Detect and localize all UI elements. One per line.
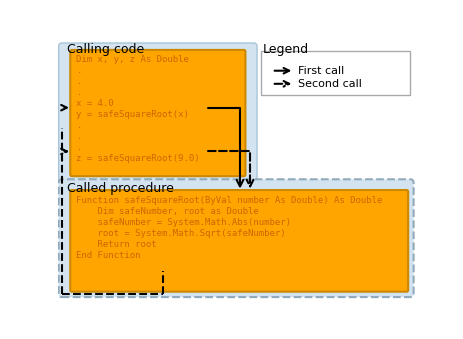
Text: root = System.Math.Sqrt(safeNumber): root = System.Math.Sqrt(safeNumber) — [76, 229, 286, 238]
Text: Dim x, y, z As Double: Dim x, y, z As Double — [76, 55, 189, 64]
FancyBboxPatch shape — [59, 179, 413, 297]
Text: .: . — [76, 132, 82, 141]
Text: .: . — [76, 121, 82, 130]
Text: .: . — [76, 88, 82, 97]
Text: First call: First call — [298, 66, 344, 76]
Text: z = safeSquareRoot(9.0): z = safeSquareRoot(9.0) — [76, 154, 200, 163]
FancyBboxPatch shape — [59, 43, 257, 182]
Text: safeNumber = System.Math.Abs(number): safeNumber = System.Math.Abs(number) — [76, 218, 292, 227]
Text: .: . — [76, 66, 82, 75]
Text: Return root: Return root — [76, 240, 157, 249]
Text: .: . — [76, 77, 82, 86]
Text: Called procedure: Called procedure — [67, 182, 174, 195]
Text: x = 4.0: x = 4.0 — [76, 99, 114, 108]
Text: y = safeSquareRoot(x): y = safeSquareRoot(x) — [76, 110, 189, 119]
FancyBboxPatch shape — [70, 50, 245, 176]
Text: Dim safeNumber, root as Double: Dim safeNumber, root as Double — [76, 207, 259, 216]
Text: Function safeSquareRoot(ByVal number As Double) As Double: Function safeSquareRoot(ByVal number As … — [76, 196, 383, 205]
FancyBboxPatch shape — [70, 190, 408, 292]
Text: .: . — [76, 143, 82, 152]
Text: End Function: End Function — [76, 251, 141, 260]
Text: Second call: Second call — [298, 79, 362, 89]
Text: Calling code: Calling code — [67, 43, 144, 56]
Text: Legend: Legend — [263, 43, 309, 56]
FancyBboxPatch shape — [261, 52, 410, 95]
